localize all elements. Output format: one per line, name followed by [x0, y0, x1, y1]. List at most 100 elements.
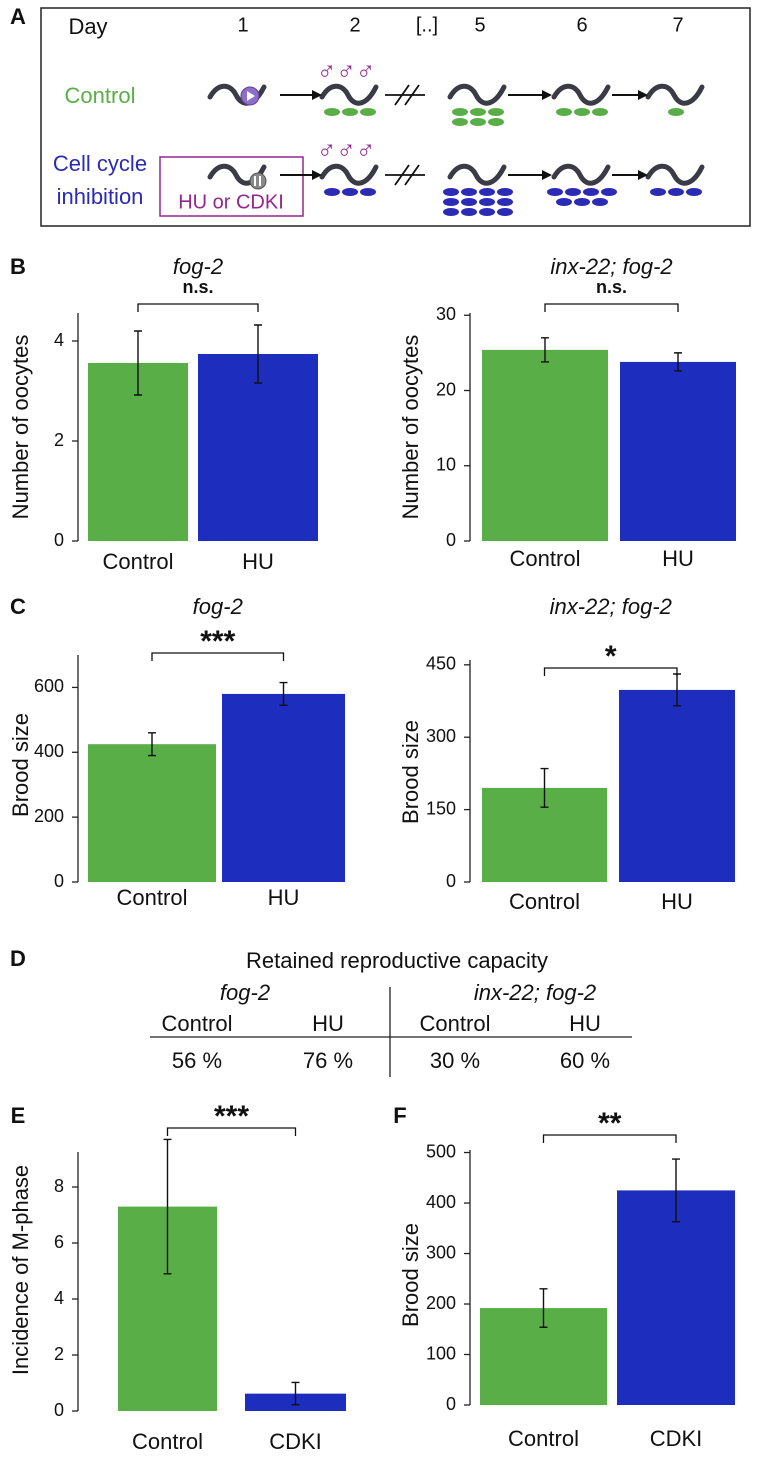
- significance-label: **: [598, 1107, 622, 1140]
- day-number: 7: [672, 14, 683, 36]
- y-tick-label: 20: [436, 379, 456, 399]
- y-axis-label: Brood size: [398, 1223, 423, 1327]
- y-tick-label: 2: [54, 1344, 64, 1364]
- arrow-head: [542, 90, 552, 100]
- y-tick-label: 0: [54, 1400, 64, 1420]
- x-tick-label: CDKI: [269, 1429, 322, 1454]
- egg: [592, 198, 608, 206]
- bar: [222, 693, 345, 882]
- break-mark: [385, 164, 425, 186]
- egg: [668, 188, 684, 196]
- table-header: Control: [420, 1011, 491, 1036]
- table-cell: 30 %: [430, 1048, 480, 1073]
- error-bar: [279, 681, 288, 706]
- egg: [324, 188, 340, 196]
- chart-title: inx-22; fog-2: [550, 254, 672, 279]
- day-number: 2: [349, 14, 360, 36]
- bar: [617, 1190, 735, 1405]
- y-tick-label: 300: [426, 726, 456, 746]
- error-bar: [134, 330, 142, 396]
- y-axis-label: Number of oocytes: [398, 335, 423, 520]
- x-tick-label: Control: [117, 885, 188, 910]
- egg: [461, 208, 477, 216]
- x-tick-label: Control: [132, 1429, 203, 1454]
- y-tick-label: 30: [436, 304, 456, 324]
- table-header: Control: [162, 1011, 233, 1036]
- treatment-box: [159, 156, 304, 217]
- y-axis-label: Number of oocytes: [8, 335, 33, 520]
- y-tick-label: 10: [436, 455, 456, 475]
- egg: [547, 188, 563, 196]
- y-tick-label: 100: [426, 1343, 456, 1363]
- egg: [556, 108, 572, 116]
- bar: [619, 689, 735, 882]
- egg: [565, 188, 581, 196]
- male-symbols: ♂♂♂: [317, 135, 376, 165]
- significance-label: *: [605, 640, 617, 673]
- egg: [650, 188, 666, 196]
- error-bar: [163, 1138, 172, 1275]
- y-tick-label: 200: [426, 1293, 456, 1313]
- sperm-marker-tri: [247, 91, 255, 101]
- egg: [342, 108, 358, 116]
- significance-bracket: [151, 652, 285, 661]
- y-tick-label: 300: [426, 1242, 456, 1262]
- arrow-head: [312, 90, 322, 100]
- egg: [470, 108, 486, 116]
- egg: [574, 198, 590, 206]
- egg: [497, 208, 513, 216]
- male-symbols: ♂♂♂: [317, 56, 376, 86]
- table-cell: 76 %: [303, 1048, 353, 1073]
- panel-label: F: [393, 1103, 406, 1128]
- y-tick-label: 450: [426, 654, 456, 674]
- egg: [452, 108, 468, 116]
- egg: [497, 188, 513, 196]
- table-cell: 56 %: [172, 1048, 222, 1073]
- error-bar: [540, 767, 549, 808]
- significance-bracket: [544, 303, 679, 312]
- significance-label: n.s.: [596, 277, 627, 297]
- day-number: 1: [237, 14, 248, 36]
- worm: [645, 163, 705, 186]
- egg: [443, 188, 459, 196]
- arrow-head: [638, 170, 648, 180]
- row-label: Cell cycle: [53, 151, 147, 176]
- arrow-head: [312, 170, 322, 180]
- arrest-marker: [249, 172, 267, 190]
- egg: [556, 198, 572, 206]
- day-number: 6: [576, 14, 587, 36]
- egg: [479, 188, 495, 196]
- x-tick-label: Control: [508, 1426, 579, 1451]
- y-tick-label: 400: [34, 741, 64, 761]
- arrow-head: [638, 90, 648, 100]
- egg: [360, 188, 376, 196]
- egg: [461, 198, 477, 206]
- egg: [583, 188, 599, 196]
- chart-title: fog-2: [173, 254, 223, 279]
- y-tick-label: 600: [34, 676, 64, 696]
- y-tick-label: 2: [54, 430, 64, 450]
- x-tick-label: Control: [510, 546, 581, 571]
- row-label: inhibition: [57, 184, 144, 209]
- egg: [324, 108, 340, 116]
- egg: [470, 118, 486, 126]
- significance-bracket: [543, 667, 678, 676]
- error-bar: [291, 1381, 300, 1406]
- y-tick-label: 0: [54, 871, 64, 891]
- worm: [645, 83, 705, 106]
- worm: [551, 83, 611, 106]
- y-tick-label: 4: [54, 1288, 64, 1308]
- error-bar: [672, 1158, 680, 1223]
- day-number: 5: [474, 14, 485, 36]
- egg: [574, 108, 590, 116]
- egg: [360, 108, 376, 116]
- y-axis-label: Brood size: [8, 713, 33, 817]
- y-tick-label: 0: [54, 530, 64, 550]
- egg: [443, 198, 459, 206]
- y-tick-label: 200: [34, 806, 64, 826]
- table-title: Retained reproductive capacity: [246, 948, 548, 973]
- arrow-head: [542, 170, 552, 180]
- y-axis-label: Incidence of M-phase: [8, 1165, 33, 1375]
- egg: [488, 108, 504, 116]
- egg: [592, 108, 608, 116]
